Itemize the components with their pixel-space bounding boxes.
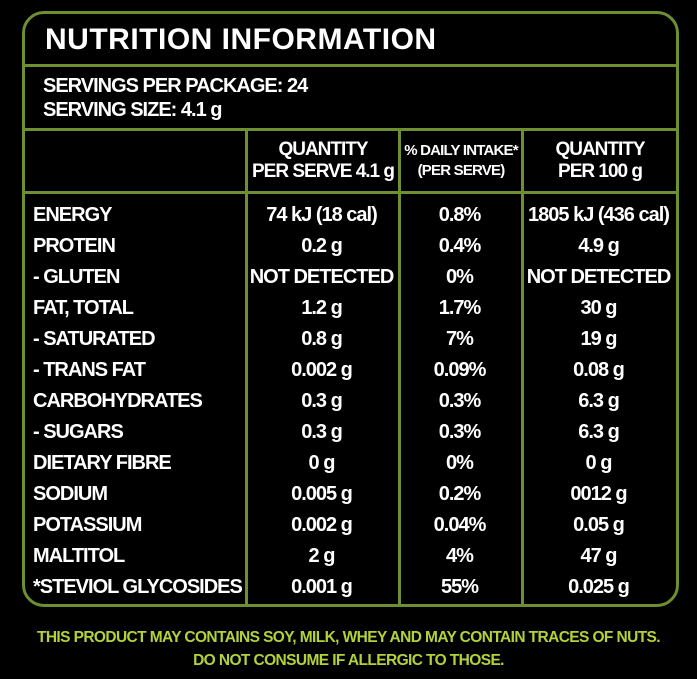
nutrient-name: DIETARY FIBRE: [33, 452, 172, 474]
nutrient-name: CARBOHYDRATES: [33, 390, 203, 412]
nutrient-value: 0.025 g: [568, 576, 630, 598]
nutrient-value: NOT DETECTED: [249, 266, 395, 288]
table-body: ENERGY 74 kJ (18 cal) 0.8% 1805 kJ (436 cal…: [25, 194, 676, 604]
nutrient-name: PROTEIN: [33, 235, 116, 257]
nutrition-panel: NUTRITION INFORMATION SERVINGS PER PACKA…: [22, 11, 679, 607]
nutrient-name: - SATURATED: [33, 328, 156, 350]
allergen-warning: THIS PRODUCT MAY CONTAINS SOY, MILK, WHE…: [0, 626, 697, 672]
nutrient-value: 55%: [440, 576, 479, 598]
nutrient-value: 0.005 g: [291, 483, 353, 505]
nutrient-value: 0.2 g: [301, 235, 343, 257]
panel-title: NUTRITION INFORMATION: [25, 14, 676, 67]
nutrient-name: MALTITOL: [33, 545, 125, 567]
nutrient-name: - SUGARS: [33, 421, 124, 443]
nutrient-value: 2 g: [308, 545, 336, 567]
nutrient-name: SODIUM: [33, 483, 108, 505]
nutrient-value: 0%: [446, 452, 474, 474]
column-divider: [245, 194, 248, 604]
nutrient-value: NOT DETECTED: [526, 266, 672, 288]
nutrient-name: - TRANS FAT: [33, 359, 146, 381]
nutrient-value: 0.8%: [438, 204, 482, 226]
nutrient-value: 0.09%: [433, 359, 487, 381]
servings-info: SERVINGS PER PACKAGE: 24 SERVING SIZE: 4…: [25, 67, 676, 131]
column-divider: [521, 194, 524, 604]
nutrient-value: 0.001 g: [291, 576, 353, 598]
nutrient-rows: ENERGY 74 kJ (18 cal) 0.8% 1805 kJ (436 cal…: [25, 200, 676, 603]
nutrient-name: - GLUTEN: [33, 266, 120, 288]
nutrient-value: 0.002 g: [291, 514, 353, 536]
allergen-line-2: DO NOT CONSUME IF ALLERGIC TO THOSE.: [193, 652, 504, 669]
header-text: QUANTITY: [278, 139, 368, 160]
nutrient-value: 1805 kJ (436 cal): [528, 204, 670, 226]
nutrient-value: 0.3 g: [301, 421, 343, 443]
nutrient-value: 1.2 g: [301, 297, 343, 319]
nutrient-value: 6.3 g: [578, 390, 620, 412]
nutrient-value: 0.8 g: [301, 328, 343, 350]
nutrient-value: 0.05 g: [573, 514, 625, 536]
header-text: % DAILY INTAKE*: [404, 142, 518, 159]
nutrient-value: 0.08 g: [573, 359, 625, 381]
nutrient-value: 0 g: [308, 452, 336, 474]
nutrient-value: 4.9 g: [578, 235, 620, 257]
nutrient-value: 1.7%: [438, 297, 482, 319]
header-per-serve: QUANTITY PER SERVE 4.1 g: [245, 131, 398, 194]
column-divider: [398, 194, 401, 604]
nutrient-value: 0.3 g: [301, 390, 343, 412]
servings-per-package: SERVINGS PER PACKAGE: 24: [43, 75, 308, 97]
nutrient-value: 0012 g: [570, 483, 627, 505]
header-text: PER 100 g: [558, 161, 643, 182]
header-daily-intake: % DAILY INTAKE* (PER SERVE): [398, 131, 521, 194]
nutrient-value: 30 g: [580, 297, 617, 319]
nutrient-value: 47 g: [580, 545, 617, 567]
nutrient-value: 6.3 g: [578, 421, 620, 443]
header-per-100g: QUANTITY PER 100 g: [521, 131, 676, 194]
nutrient-value: 0.002 g: [291, 359, 353, 381]
header-nutrient: [25, 131, 245, 194]
table-header: QUANTITY PER SERVE 4.1 g % DAILY INTAKE*(…: [25, 131, 676, 194]
header-text: (PER SERVE): [417, 162, 506, 179]
nutrient-value: 7%: [446, 328, 474, 350]
nutrient-value: 19 g: [580, 328, 617, 350]
nutrient-value: 0.04%: [433, 514, 487, 536]
nutrient-name: FAT, TOTAL: [33, 297, 134, 319]
allergen-line-1: THIS PRODUCT MAY CONTAINS SOY, MILK, WHE…: [36, 629, 661, 646]
header-text: PER SERVE 4.1 g: [252, 161, 395, 182]
nutrient-value: 74 kJ (18 cal): [266, 204, 378, 226]
nutrient-value: 4%: [446, 545, 474, 567]
nutrient-name: POTASSIUM: [33, 514, 142, 536]
nutrient-value: 0 g: [585, 452, 613, 474]
nutrient-value: 0.3%: [438, 421, 482, 443]
header-text: QUANTITY: [555, 139, 645, 160]
nutrient-value: 0%: [446, 266, 474, 288]
nutrient-value: 0.3%: [438, 390, 482, 412]
serving-size: SERVING SIZE: 4.1 g: [43, 99, 222, 121]
nutrient-value: 0.4%: [438, 235, 482, 257]
nutrient-value: 0.2%: [438, 483, 482, 505]
nutrient-name: *STEVIOL GLYCOSIDES: [33, 576, 243, 598]
nutrient-name: ENERGY: [33, 204, 112, 226]
